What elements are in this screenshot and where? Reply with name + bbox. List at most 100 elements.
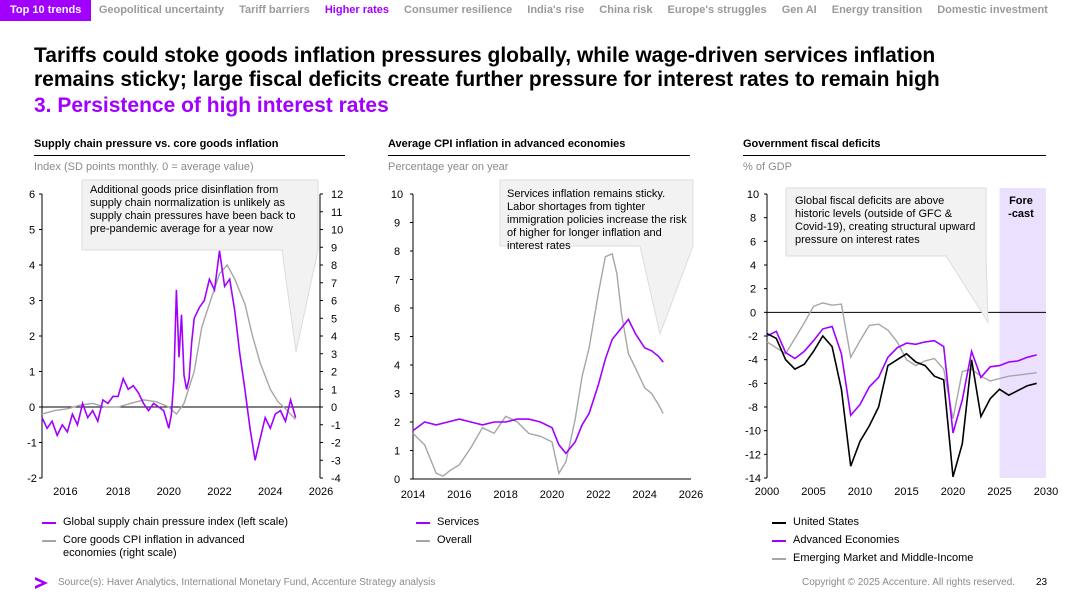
source-note: Source(s): Haver Analytics, Internationa… bbox=[58, 577, 436, 588]
chart2-y-tick: 0 bbox=[394, 474, 400, 486]
chart1-y-right-tick: -2 bbox=[331, 438, 341, 450]
chart3-y-tick: -2 bbox=[748, 331, 758, 343]
page-title: Tariffs could stoke goods inflation pres… bbox=[34, 44, 1054, 92]
chart3-y-tick: 6 bbox=[750, 236, 756, 248]
tab-top-10-trends[interactable]: Top 10 trends bbox=[0, 0, 92, 21]
chart2-y-tick: 6 bbox=[394, 303, 400, 315]
chart1-y-right-tick: -1 bbox=[331, 420, 341, 432]
tab-energy-transition[interactable]: Energy transition bbox=[831, 4, 923, 16]
chart1-y-right-tick: 2 bbox=[331, 367, 337, 379]
chart1-y-left-tick: 0 bbox=[29, 402, 35, 414]
legend-label: United States bbox=[793, 516, 860, 528]
tab-europes-struggles[interactable]: Europe's struggles bbox=[667, 4, 767, 16]
page-subtitle: 3. Persistence of high interest rates bbox=[34, 94, 389, 117]
legend-item: Services bbox=[416, 516, 479, 529]
chart3-y-tick: -8 bbox=[748, 402, 758, 414]
chart3-x-tick: 2025 bbox=[987, 486, 1011, 498]
chart1-x-tick: 2016 bbox=[53, 486, 77, 498]
chart2-x-tick: 2026 bbox=[679, 489, 703, 501]
chart3-x-tick: 2010 bbox=[848, 486, 872, 498]
chart3-forecast-label: Fore -cast bbox=[1008, 195, 1034, 220]
legend-swatch bbox=[772, 558, 786, 560]
chart3-y-tick: 8 bbox=[750, 213, 756, 225]
chart1-annotation: Additional goods price disinflation from… bbox=[90, 184, 296, 235]
tab-geopolitical-uncertainty[interactable]: Geopolitical uncertainty bbox=[98, 4, 225, 16]
legend-item: United States bbox=[772, 516, 973, 529]
chart3-y-tick: -12 bbox=[745, 449, 761, 461]
chart1-y-left-tick: 2 bbox=[29, 331, 35, 343]
chart3-y-tick: -10 bbox=[745, 426, 761, 438]
legend-label: Overall bbox=[437, 534, 472, 546]
legend-swatch bbox=[772, 540, 786, 542]
chart2-y-tick: 7 bbox=[394, 275, 400, 287]
legend-label: Services bbox=[437, 516, 480, 528]
legend-swatch bbox=[42, 522, 56, 524]
chart1-y-left-tick: 1 bbox=[29, 367, 35, 379]
chart2-x-tick: 2018 bbox=[493, 489, 517, 501]
chart2-callout-bubble bbox=[499, 179, 694, 336]
chart3-x-tick: 2030 bbox=[1034, 486, 1058, 498]
chart2-rule bbox=[388, 155, 690, 156]
legend-label: Global supply chain pressure index (left… bbox=[63, 516, 289, 528]
chart1-x-tick: 2022 bbox=[207, 486, 231, 498]
legend-label: Core goods CPI inflation in advanced eco… bbox=[63, 534, 245, 559]
chart1-series-core-goods bbox=[41, 263, 297, 420]
legend-label: Emerging Market and Middle-Income bbox=[793, 552, 974, 564]
chart3-series-emerging bbox=[766, 302, 1037, 419]
chart1-y-left-tick: 6 bbox=[29, 189, 35, 201]
chart1-callout-bubble bbox=[81, 179, 319, 353]
legend-swatch bbox=[416, 522, 430, 524]
chart1-y-right-tick: 8 bbox=[331, 260, 337, 272]
chart1-rule bbox=[34, 155, 345, 156]
chart3-forecast-band bbox=[999, 188, 1046, 478]
chart1-y-right-tick: 9 bbox=[331, 242, 337, 254]
chart1-y-left-tick: -1 bbox=[27, 438, 37, 450]
legend-item: Core goods CPI inflation in advanced eco… bbox=[42, 534, 288, 560]
chart3-legend: United States Advanced Economies Emergin… bbox=[772, 516, 973, 570]
chart1-y-left-tick: 5 bbox=[29, 225, 35, 237]
chart2-y-tick: 10 bbox=[391, 189, 403, 201]
chart2-series-services bbox=[412, 317, 664, 455]
chart3-callout-bubble bbox=[785, 187, 989, 324]
chart1-y-right-tick: 11 bbox=[331, 207, 342, 219]
chart2-y-tick: 9 bbox=[394, 218, 400, 230]
legend-label: Advanced Economies bbox=[793, 534, 900, 546]
chart3-x-tick: 2000 bbox=[755, 486, 779, 498]
chart2-x-tick: 2024 bbox=[632, 489, 656, 501]
chart2-legend: Services Overall bbox=[416, 516, 479, 552]
tab-china-risk[interactable]: China risk bbox=[599, 4, 653, 16]
tab-indias-rise[interactable]: India's rise bbox=[527, 4, 585, 16]
tab-gen-ai[interactable]: Gen AI bbox=[781, 4, 817, 16]
nav-tabs: Top 10 trends Geopolitical uncertainty T… bbox=[0, 0, 1055, 21]
chart1-y-right-tick: 6 bbox=[331, 296, 337, 308]
chart1-title: Supply chain pressure vs. core goods inf… bbox=[34, 138, 279, 150]
chart2-annotation: Services inflation remains sticky. Labor… bbox=[507, 188, 687, 252]
chart2-y-tick: 3 bbox=[394, 389, 400, 401]
chart1-legend: Global supply chain pressure index (left… bbox=[42, 516, 288, 565]
legend-swatch bbox=[416, 540, 430, 542]
chart1-y-right-tick: 0 bbox=[331, 402, 337, 414]
copyright: Copyright © 2025 Accenture. All rights r… bbox=[802, 577, 1016, 588]
chart3-y-tick: -6 bbox=[748, 378, 758, 390]
chart1-y-right-tick: -4 bbox=[331, 473, 341, 485]
chart1-y-right-tick: 3 bbox=[331, 349, 337, 361]
tab-higher-rates[interactable]: Higher rates bbox=[324, 4, 390, 16]
chart3-y-tick: -14 bbox=[745, 473, 761, 485]
tab-consumer-resilience[interactable]: Consumer resilience bbox=[404, 4, 513, 16]
chart1-y-left-tick: -2 bbox=[27, 473, 37, 485]
chart2-x-tick: 2020 bbox=[540, 489, 564, 501]
chart1-y-right-tick: 4 bbox=[331, 331, 337, 343]
tab-tariff-barriers[interactable]: Tariff barriers bbox=[239, 4, 310, 16]
chart2-unit: Percentage year on year bbox=[388, 161, 509, 173]
chart2-y-tick: 4 bbox=[394, 360, 400, 372]
chart2-x-tick: 2016 bbox=[447, 489, 471, 501]
chart1-y-right-tick: 10 bbox=[331, 225, 343, 237]
chart2-y-tick: 2 bbox=[394, 417, 400, 429]
legend-item: Overall bbox=[416, 534, 479, 547]
chart3-series-advanced bbox=[766, 325, 1037, 434]
chart1-y-right-tick: 1 bbox=[331, 384, 337, 396]
chart1-x-tick: 2018 bbox=[106, 486, 130, 498]
chart1-y-right-tick: 12 bbox=[331, 189, 343, 201]
tab-domestic-investment[interactable]: Domestic investment bbox=[937, 4, 1048, 16]
